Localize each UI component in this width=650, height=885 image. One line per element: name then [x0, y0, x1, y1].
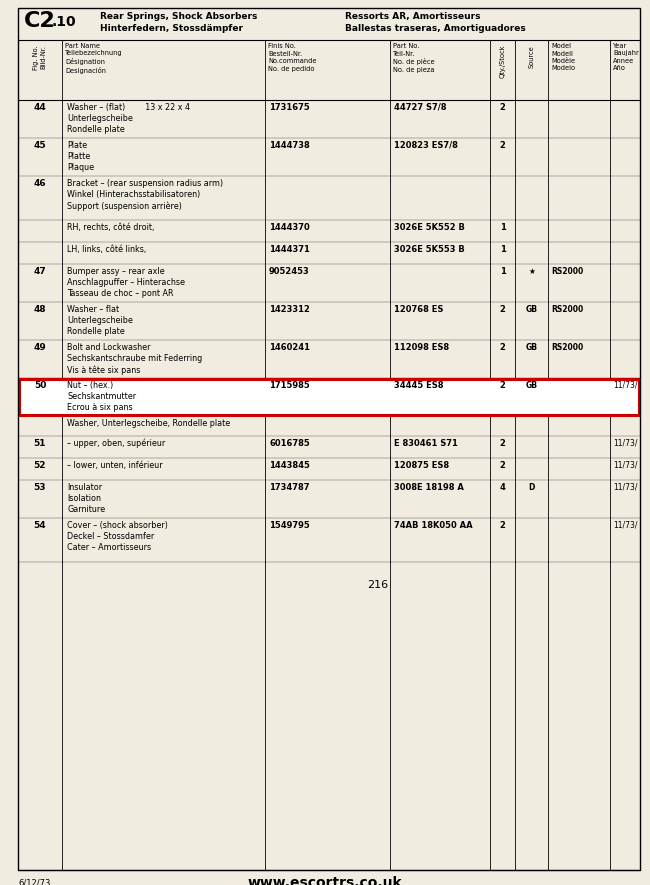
Text: 120768 ES: 120768 ES — [394, 305, 443, 314]
Text: 48: 48 — [34, 305, 46, 314]
Text: 2: 2 — [500, 141, 506, 150]
Text: Bracket – (rear suspension radius arm)
Winkel (Hinterachsstabilisatoren)
Support: Bracket – (rear suspension radius arm) W… — [67, 179, 223, 211]
Text: 112098 ES8: 112098 ES8 — [394, 343, 449, 352]
Text: 2: 2 — [500, 381, 506, 390]
Text: Year
Baujahr
Annee
Año: Year Baujahr Annee Año — [613, 43, 639, 72]
Text: Ballestas traseras, Amortiguadores: Ballestas traseras, Amortiguadores — [345, 24, 526, 33]
Text: – upper, oben, supérieur: – upper, oben, supérieur — [67, 439, 165, 449]
Text: Bumper assy – rear axle
Anschlagpuffer – Hinterachse
Tasseau de choc – pont AR: Bumper assy – rear axle Anschlagpuffer –… — [67, 267, 185, 298]
Text: E 830461 S71: E 830461 S71 — [394, 439, 458, 448]
Text: 34445 ES8: 34445 ES8 — [394, 381, 443, 390]
Text: 74AB 18K050 AA: 74AB 18K050 AA — [394, 521, 473, 530]
Text: GB: GB — [525, 381, 538, 390]
Text: Part No.
Teil-Nr.
No. de pièce
No. de pieza: Part No. Teil-Nr. No. de pièce No. de pi… — [393, 43, 435, 73]
Text: LH, links, côté links,: LH, links, côté links, — [67, 245, 146, 254]
Text: C2: C2 — [24, 11, 56, 31]
Text: 2: 2 — [500, 103, 506, 112]
Text: 1: 1 — [500, 223, 506, 232]
Text: Washer – (flat)        13 x 22 x 4
Unterlegscheibe
Rondelle plate: Washer – (flat) 13 x 22 x 4 Unterlegsche… — [67, 103, 190, 135]
Text: 11/73/: 11/73/ — [613, 521, 638, 530]
Text: Finis No.
Bestell-Nr.
No.commande
No. de pedido: Finis No. Bestell-Nr. No.commande No. de… — [268, 43, 317, 72]
Text: 1734787: 1734787 — [269, 483, 309, 492]
Text: Model
Modell
Modèle
Modelo: Model Modell Modèle Modelo — [551, 43, 575, 72]
Text: Source: Source — [528, 45, 534, 68]
Text: RH, rechts, côté droit,: RH, rechts, côté droit, — [67, 223, 155, 232]
Text: 6016785: 6016785 — [269, 439, 310, 448]
Text: 1715985: 1715985 — [269, 381, 310, 390]
Text: 11/73/: 11/73/ — [613, 439, 638, 448]
Text: 47: 47 — [34, 267, 46, 276]
Text: 2: 2 — [500, 305, 506, 314]
Text: 53: 53 — [34, 483, 46, 492]
Text: 120875 ES8: 120875 ES8 — [394, 461, 449, 470]
Text: 120823 ES7/8: 120823 ES7/8 — [394, 141, 458, 150]
Text: Plate
Platte
Plaque: Plate Platte Plaque — [67, 141, 94, 173]
Text: 44: 44 — [34, 103, 46, 112]
Text: Rear Springs, Shock Absorbers: Rear Springs, Shock Absorbers — [100, 12, 257, 21]
Text: RS2000: RS2000 — [551, 343, 583, 352]
Bar — [19, 379, 639, 415]
Text: 2: 2 — [500, 343, 506, 352]
Text: 2: 2 — [500, 521, 506, 530]
Text: 216: 216 — [367, 580, 388, 590]
Text: 2: 2 — [500, 461, 506, 470]
Text: Qty./Stock: Qty./Stock — [499, 45, 506, 79]
Text: Washer – flat
Unterlegscheibe
Rondelle plate: Washer – flat Unterlegscheibe Rondelle p… — [67, 305, 133, 336]
Text: 6/12/73: 6/12/73 — [18, 878, 51, 885]
Text: Nut – (hex.)
Sechskantmutter
Ecrou à six pans: Nut – (hex.) Sechskantmutter Ecrou à six… — [67, 381, 136, 412]
Text: – lower, unten, inférieur: – lower, unten, inférieur — [67, 461, 162, 470]
Text: 45: 45 — [34, 141, 46, 150]
Text: 1443845: 1443845 — [269, 461, 310, 470]
Text: Cover – (shock absorber)
Deckel – Stossdamfer
Cater – Amortisseurs: Cover – (shock absorber) Deckel – Stossd… — [67, 521, 168, 552]
Text: 11/73/: 11/73/ — [613, 461, 638, 470]
Text: 11/73/: 11/73/ — [613, 381, 638, 390]
Text: 3008E 18198 A: 3008E 18198 A — [394, 483, 464, 492]
Text: 1: 1 — [500, 267, 506, 276]
Text: GB: GB — [525, 343, 538, 352]
Text: 49: 49 — [34, 343, 46, 352]
Text: 1444738: 1444738 — [269, 141, 310, 150]
Text: 1731675: 1731675 — [269, 103, 310, 112]
Text: Washer, Unterlegscheibe, Rondelle plate: Washer, Unterlegscheibe, Rondelle plate — [67, 419, 230, 428]
Text: 1423312: 1423312 — [269, 305, 310, 314]
Text: 51: 51 — [34, 439, 46, 448]
Text: 54: 54 — [34, 521, 46, 530]
Text: Insulator
Isolation
Garniture: Insulator Isolation Garniture — [67, 483, 105, 514]
Text: 46: 46 — [34, 179, 46, 188]
Text: GB: GB — [525, 305, 538, 314]
Text: RS2000: RS2000 — [551, 267, 583, 276]
Text: 1: 1 — [500, 245, 506, 254]
Text: Hinterfedern, Stossdämpfer: Hinterfedern, Stossdämpfer — [100, 24, 243, 33]
Text: Fig. No.
Bild-Nr.: Fig. No. Bild-Nr. — [33, 45, 47, 70]
Text: Part Name
Teilebezeichnung
Désignation
Designación: Part Name Teilebezeichnung Désignation D… — [65, 43, 123, 74]
Text: 50: 50 — [34, 381, 46, 390]
Text: 1460241: 1460241 — [269, 343, 310, 352]
Text: RS2000: RS2000 — [551, 305, 583, 314]
Text: 3026E 5K552 B: 3026E 5K552 B — [394, 223, 465, 232]
Text: 1444371: 1444371 — [269, 245, 310, 254]
Text: ★: ★ — [528, 267, 535, 276]
Text: 1549795: 1549795 — [269, 521, 310, 530]
Text: Ressorts AR, Amortisseurs: Ressorts AR, Amortisseurs — [345, 12, 480, 21]
Text: Bolt and Lockwasher
Sechskantschraube mit Federring
Vis à tête six pans: Bolt and Lockwasher Sechskantschraube mi… — [67, 343, 202, 375]
Text: 9052453: 9052453 — [269, 267, 310, 276]
Text: 3026E 5K553 B: 3026E 5K553 B — [394, 245, 465, 254]
Text: 52: 52 — [34, 461, 46, 470]
Text: 2: 2 — [500, 439, 506, 448]
Text: 1444370: 1444370 — [269, 223, 310, 232]
Text: 44727 S7/8: 44727 S7/8 — [394, 103, 447, 112]
Text: www.escortrs.co.uk: www.escortrs.co.uk — [248, 876, 402, 885]
Text: 11/73/: 11/73/ — [613, 483, 638, 492]
Text: 4: 4 — [500, 483, 506, 492]
Text: D: D — [528, 483, 535, 492]
Text: .10: .10 — [52, 15, 77, 29]
